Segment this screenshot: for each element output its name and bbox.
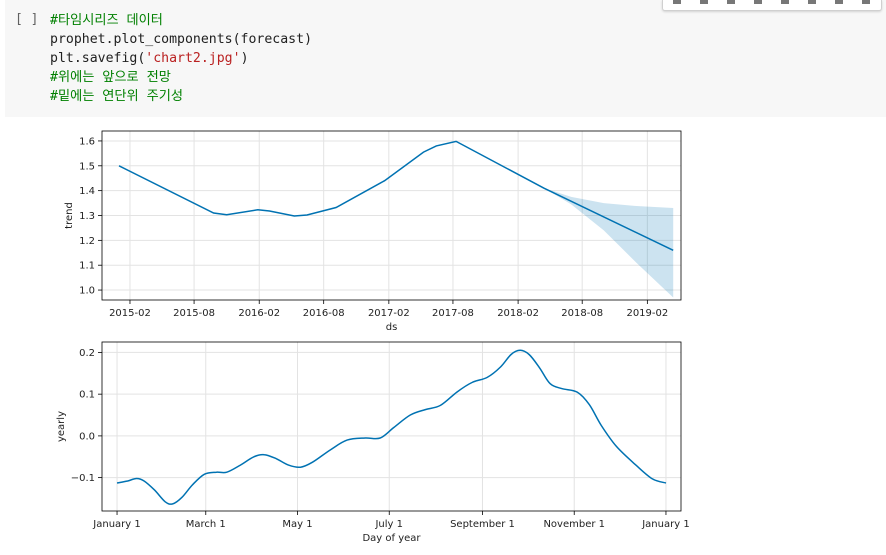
link-icon[interactable] — [727, 0, 735, 4]
y-tick-label: 1.3 — [79, 211, 95, 222]
code-line-1: #타임시리즈 데이터 — [50, 13, 163, 28]
x-tick-label: 2016-02 — [238, 308, 280, 319]
y-tick-label: 1.0 — [79, 286, 95, 297]
code-line-5: #밑에는 연단위 주기성 — [50, 89, 184, 104]
x-tick-label: May 1 — [282, 519, 312, 530]
x-tick-label: 2017-02 — [368, 308, 410, 319]
axes-frame — [101, 341, 682, 512]
code-line-3-after: ) — [240, 51, 249, 66]
uncertainty-band — [543, 188, 674, 298]
code-line-3-before: plt.savefig( — [50, 51, 146, 66]
code-line-2: prophet.plot_components(forecast) — [50, 32, 313, 47]
trend-series-line — [118, 140, 674, 251]
x-tick-label: January 1 — [641, 519, 689, 530]
y-tick-label: 0.0 — [79, 431, 95, 442]
code-line-3-string: 'chart2.jpg' — [145, 51, 241, 66]
x-tick-label: March 1 — [186, 519, 226, 530]
x-tick-label: 2016-08 — [303, 308, 345, 319]
x-tick-label: September 1 — [450, 519, 515, 530]
cell-prompt: [ ] — [15, 12, 39, 27]
x-tick-label: July 1 — [374, 519, 403, 530]
delete-icon[interactable] — [835, 0, 843, 4]
y-tick-label: 1.4 — [79, 186, 95, 197]
y-tick-label: 1.2 — [79, 236, 95, 247]
move-up-icon[interactable] — [673, 0, 681, 4]
code-cell[interactable] — [5, 0, 886, 117]
x-tick-label: 2017-08 — [432, 308, 474, 319]
y-axis-label: trend — [64, 202, 75, 229]
y-axis-label: yearly — [56, 411, 67, 442]
y-tick-label: 0.2 — [79, 348, 95, 359]
move-down-icon[interactable] — [700, 0, 708, 4]
mirror-icon[interactable] — [808, 0, 816, 4]
y-tick-label: 1.5 — [79, 161, 95, 172]
x-axis-label: Day of year — [362, 533, 421, 544]
code-editor[interactable]: #타임시리즈 데이터 prophet.plot_components(forec… — [50, 11, 312, 106]
cell-toolbar[interactable] — [662, 0, 882, 11]
x-tick-label: January 1 — [92, 519, 140, 530]
y-tick-label: 0.1 — [79, 390, 95, 401]
y-tick-label: −0.1 — [71, 473, 95, 484]
x-tick-label: 2015-02 — [109, 308, 151, 319]
x-tick-label: 2019-02 — [626, 308, 668, 319]
x-tick-label: 2015-08 — [173, 308, 215, 319]
yearly-series-line — [116, 349, 667, 505]
x-tick-label: 2018-02 — [497, 308, 539, 319]
x-tick-label: November 1 — [543, 519, 605, 530]
settings-icon[interactable] — [781, 0, 789, 4]
comment-icon[interactable] — [754, 0, 762, 4]
x-axis-label: ds — [386, 322, 398, 333]
y-tick-label: 1.1 — [79, 261, 95, 272]
code-line-4: #위에는 앞으로 전망 — [50, 70, 171, 85]
x-tick-label: 2018-08 — [561, 308, 603, 319]
more-icon[interactable] — [862, 0, 870, 4]
y-tick-label: 1.6 — [79, 136, 95, 147]
